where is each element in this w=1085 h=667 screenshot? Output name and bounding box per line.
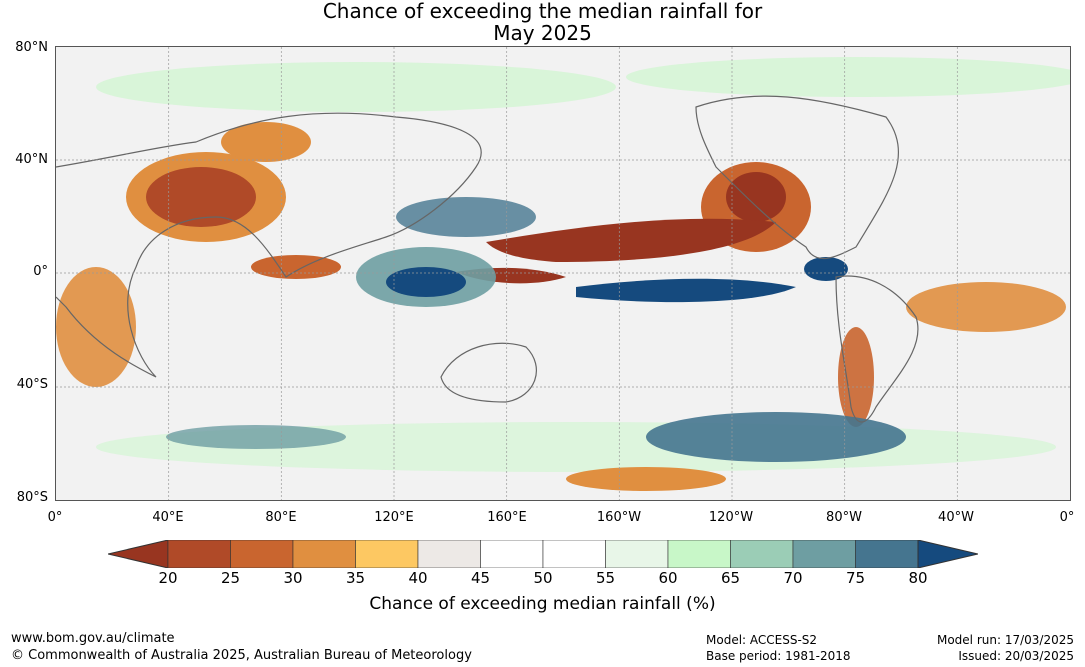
colorbar-tick-label: 70: [783, 569, 803, 587]
arctic-green-band: [96, 62, 616, 112]
footer-issued: Issued: 20/03/2025: [958, 649, 1074, 663]
colorbar-tick-label: 45: [470, 569, 491, 587]
colorbar-extend-low: [108, 540, 169, 568]
lon-label-120e: 120°E: [374, 510, 414, 525]
colorbar-segment: [667, 540, 731, 568]
pacific-dry-band: [486, 218, 776, 262]
lat-label-80n: 80°N: [15, 40, 48, 55]
pacific-wet-band: [576, 278, 796, 303]
indian-ocean-dry: [251, 255, 341, 279]
colorbar-segment: [542, 540, 606, 568]
footer-copyright: © Commonwealth of Australia 2025, Austra…: [11, 648, 472, 663]
south-america-outline: [835, 275, 919, 423]
lon-label-120w: 120°W: [708, 510, 754, 525]
coastlines: [56, 95, 919, 423]
footer-base-period: Base period: 1981-2018: [706, 649, 851, 663]
colorbar-segment: [417, 540, 481, 568]
north-america-dry-core: [726, 172, 786, 222]
rainfall-map-svg: [56, 47, 1070, 500]
colorbar-segment: [730, 540, 794, 568]
rainfall-map: [55, 46, 1071, 501]
eurasia-africa-outline: [56, 112, 482, 378]
colorbar-segment: [480, 540, 544, 568]
colorbar-tick-label: 75: [845, 569, 866, 587]
colorbar-tick-label: 80: [908, 569, 928, 587]
footer-model-run: Model run: 17/03/2025: [936, 633, 1074, 647]
south-atlantic-dry: [906, 282, 1066, 332]
colorbar-tick-label: 30: [283, 569, 303, 587]
mongolia-dry: [221, 122, 311, 162]
colorbar-segment: [792, 540, 856, 568]
southern-ocean-wet: [646, 412, 906, 462]
lon-label-40e: 40°E: [152, 510, 184, 525]
lat-label-80s: 80°S: [16, 490, 48, 505]
west-pacific-wet: [396, 197, 536, 237]
colorbar-segment: [292, 540, 356, 568]
antarctic-dry: [566, 467, 726, 491]
lon-label-80e: 80°E: [265, 510, 297, 525]
lon-label-160w: 160°W: [596, 510, 642, 525]
colorbar-segment: [355, 540, 419, 568]
southern-indian-wet: [166, 425, 346, 449]
footer-url[interactable]: www.bom.gov.au/climate: [11, 631, 175, 646]
colorbar-tick-label: 40: [408, 569, 428, 587]
arctic-green-band-west: [626, 57, 1070, 97]
colorbar-tick-label: 20: [158, 569, 178, 587]
africa-dry: [56, 267, 136, 387]
colorbar-segment: [855, 540, 919, 568]
colorbar-extend-high: [917, 540, 978, 568]
graticule: [56, 47, 1070, 500]
colorbar-label: Chance of exceeding median rainfall (%): [369, 594, 716, 614]
lon-label-80w: 80°W: [826, 510, 862, 525]
footer-model: Model: ACCESS-S2: [706, 633, 818, 647]
colorbar-tick-label: 60: [658, 569, 678, 587]
colorbar-tick-label: 65: [720, 569, 741, 587]
lon-label-40w: 40°W: [938, 510, 974, 525]
lon-label-0-right: 0°: [1059, 510, 1075, 525]
colorbar-tick-label: 35: [345, 569, 366, 587]
south-america-dry: [838, 327, 874, 427]
colorbar-tick-label: 25: [220, 569, 241, 587]
colorbar-segments: [108, 540, 978, 568]
australia-outline: [440, 342, 537, 403]
colorbar-segment: [167, 540, 231, 568]
colorbar-segment: [605, 540, 669, 568]
lat-label-40n: 40°N: [15, 152, 48, 167]
colorbar-segment: [230, 540, 294, 568]
east-pacific-wet: [804, 257, 848, 281]
lon-label-0: 0°: [47, 510, 63, 525]
asia-dry-inner: [146, 167, 256, 227]
map-title-line2: May 2025: [493, 21, 592, 45]
maritime-wet-core: [386, 267, 466, 297]
colorbar-tick-label: 55: [595, 569, 616, 587]
map-title-line1: Chance of exceeding the median rainfall …: [322, 0, 763, 23]
lat-label-40s: 40°S: [16, 377, 48, 392]
lon-label-160e: 160°E: [487, 510, 527, 525]
colorbar-tick-label: 50: [533, 569, 553, 587]
lat-label-0: 0°: [33, 264, 48, 279]
colorbar: [108, 540, 978, 568]
north-america-outline: [695, 95, 899, 260]
